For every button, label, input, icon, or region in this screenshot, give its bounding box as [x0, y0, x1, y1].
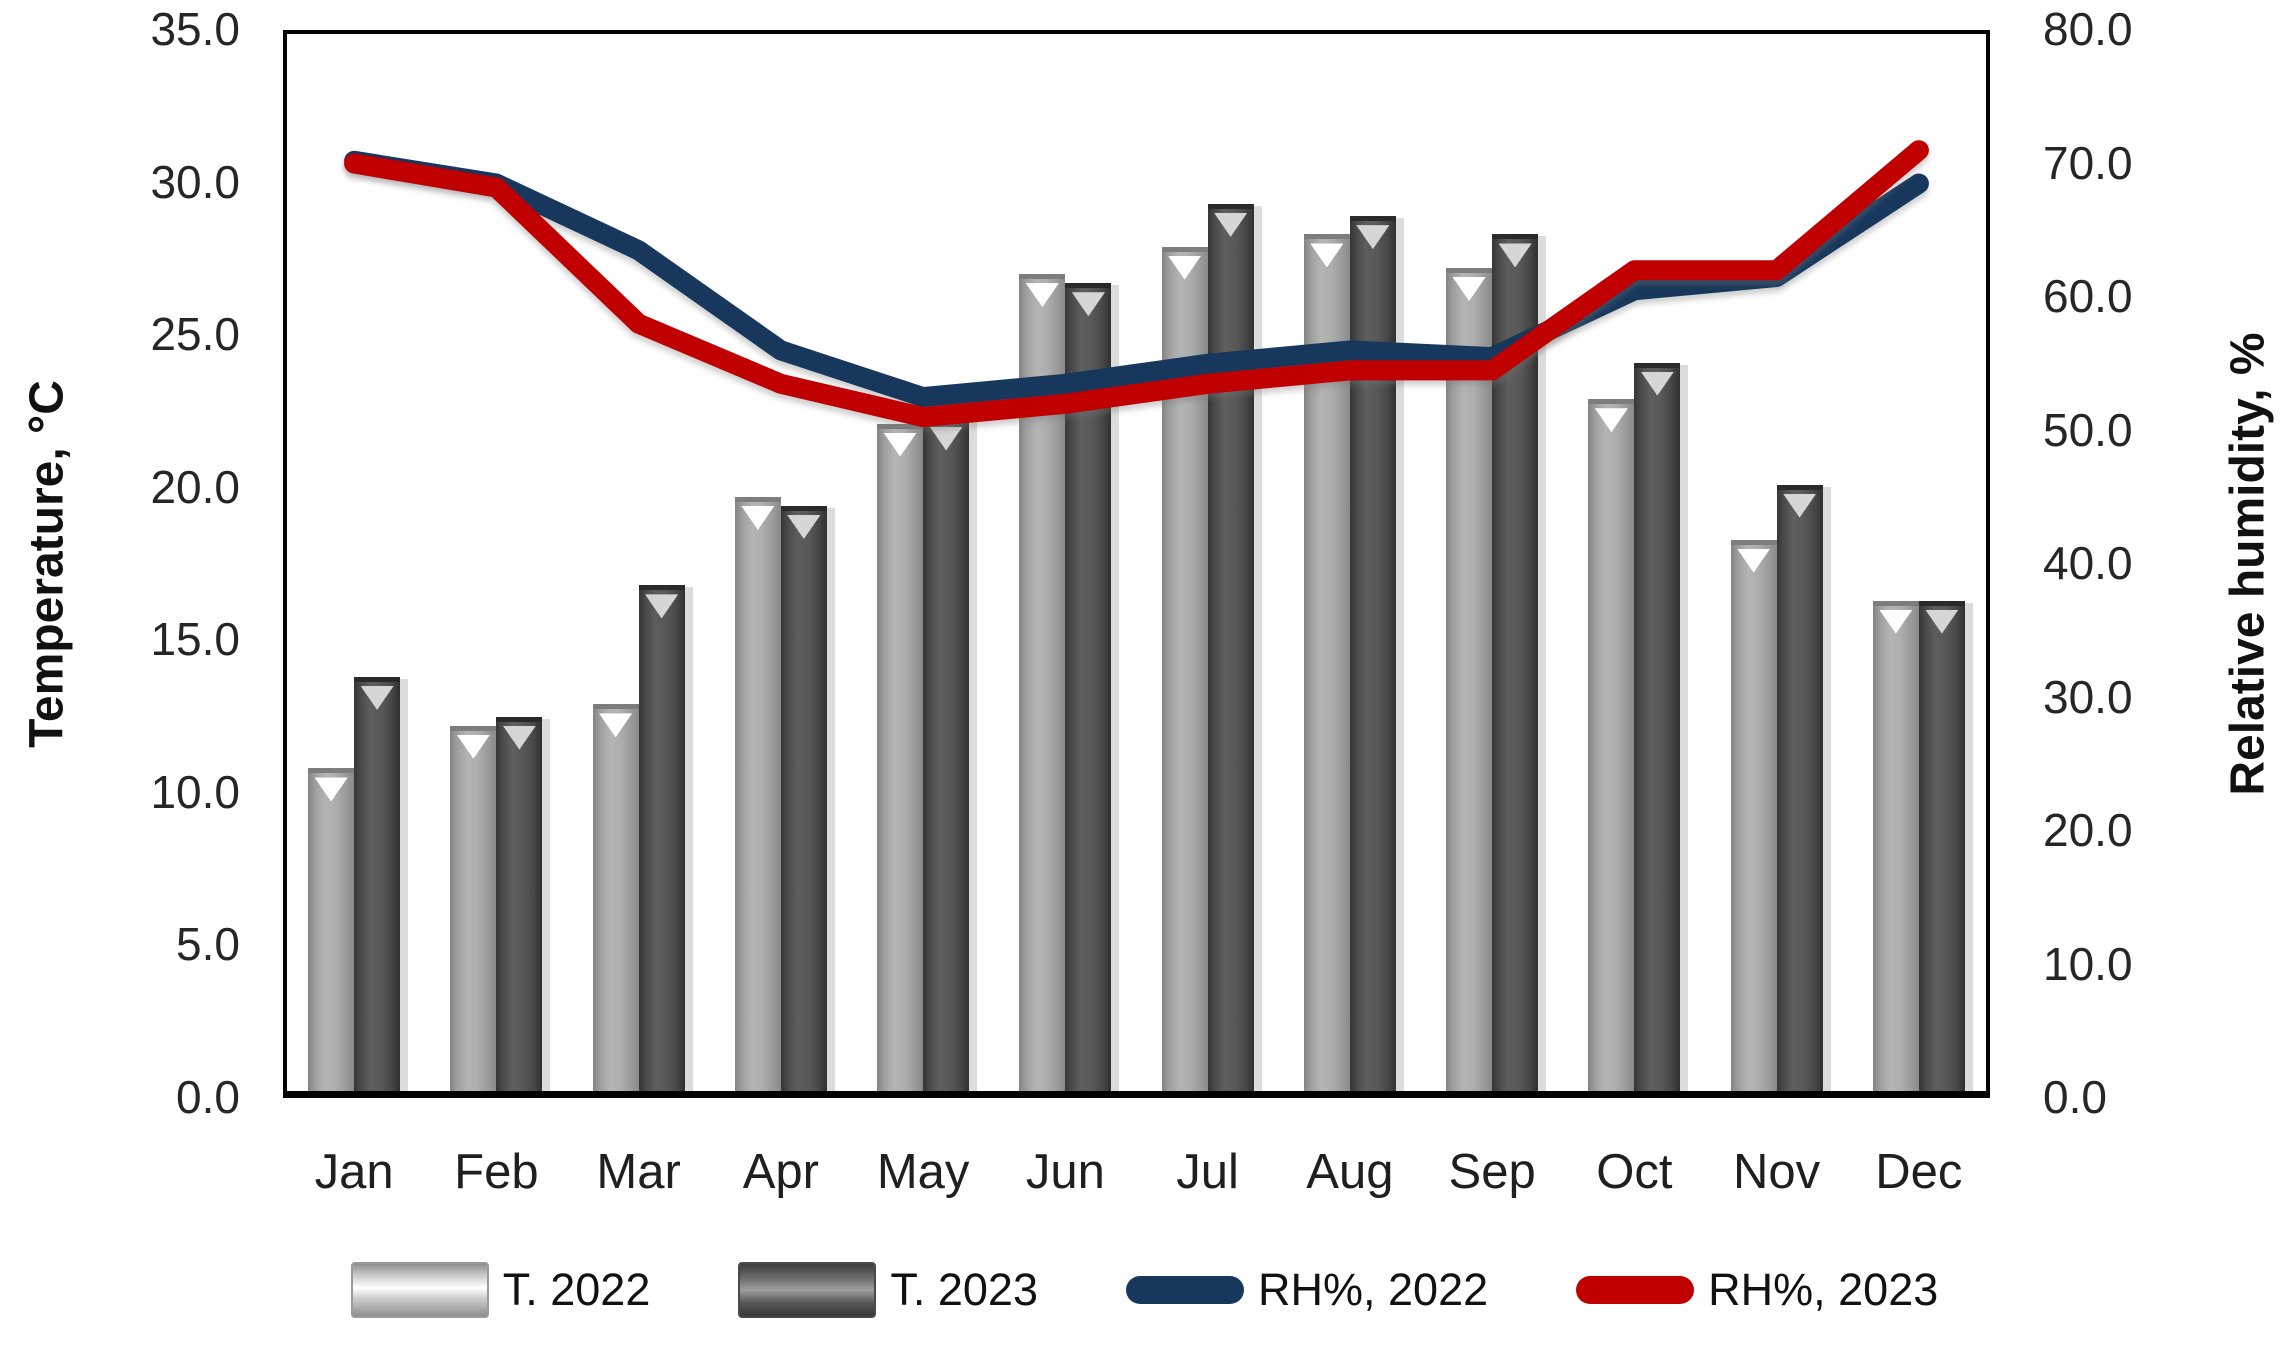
temp-bar-2023	[1065, 283, 1112, 1098]
left-axis-tick: 15.0	[150, 613, 240, 666]
legend: T. 2022 T. 2023 RH%, 2022 RH%, 2023	[0, 1262, 2289, 1318]
month-label: Jul	[1176, 1145, 1239, 1199]
legend-swatch-t2022	[350, 1262, 489, 1318]
month-label: Feb	[454, 1145, 539, 1199]
left-axis-tick: 35.0	[150, 3, 240, 55]
temp-bar-2023	[354, 676, 401, 1098]
right-axis-tick: 60.0	[2043, 270, 2133, 322]
left-axis-tick: 25.0	[150, 308, 240, 361]
right-axis-tick: 80.0	[2043, 3, 2133, 55]
legend-item: T. 2022	[350, 1262, 651, 1318]
month-label: Nov	[1733, 1145, 1821, 1199]
right-axis-tick: 10.0	[2043, 937, 2133, 990]
month-label: Dec	[1875, 1145, 1963, 1199]
temp-bar-2022	[1872, 600, 1919, 1098]
month-label: Mar	[596, 1145, 681, 1199]
left-axis-tick: 5.0	[176, 918, 240, 971]
right-axis-tick: 50.0	[2043, 403, 2133, 456]
temp-bar-2022	[308, 768, 355, 1098]
temp-bar-2022	[1588, 399, 1635, 1098]
left-axis-tick: 20.0	[150, 460, 240, 513]
legend-item: RH%, 2022	[1126, 1264, 1488, 1316]
legend-label: RH%, 2023	[1708, 1264, 1939, 1315]
temp-bar-2022	[877, 423, 924, 1098]
temp-bar-2022	[1446, 268, 1493, 1098]
left-axis-tick: 10.0	[150, 765, 240, 818]
legend-item: T. 2023	[738, 1262, 1038, 1318]
legend-label: RH%, 2022	[1258, 1264, 1489, 1315]
right-axis-tick: 0.0	[2043, 1071, 2107, 1123]
temp-bar-2023	[1492, 234, 1539, 1098]
month-label: Aug	[1306, 1145, 1394, 1199]
legend-label: T. 2023	[890, 1264, 1038, 1315]
month-label: Oct	[1596, 1145, 1673, 1199]
plot-frame	[283, 30, 1990, 1098]
temp-bar-2023	[1634, 362, 1681, 1098]
right-axis-tick: 20.0	[2043, 804, 2133, 856]
right-axis-tick: 40.0	[2043, 537, 2133, 589]
rh-line-2022	[344, 150, 1929, 408]
month-label: May	[876, 1145, 970, 1199]
temp-bar-2023	[1918, 600, 1965, 1098]
legend-swatch-rh2023	[1576, 1276, 1695, 1304]
temp-bar-2022	[734, 496, 781, 1098]
left-axis-tick: 30.0	[150, 155, 240, 208]
legend-swatch-rh2022	[1126, 1276, 1244, 1304]
temp-bar-2023	[496, 716, 543, 1098]
left-axis-tick: 0.0	[176, 1071, 240, 1123]
temp-bar-2023	[1776, 484, 1823, 1098]
month-label: Jun	[1025, 1145, 1105, 1199]
month-label: Jan	[314, 1145, 394, 1199]
legend-swatch-t2023	[738, 1262, 877, 1318]
temp-bar-2023	[780, 506, 827, 1098]
month-label: Sep	[1448, 1145, 1536, 1199]
temp-bar-2023	[638, 585, 685, 1098]
temp-bar-2022	[450, 725, 497, 1098]
legend-label: T. 2022	[502, 1264, 651, 1315]
rh-line-2023	[344, 140, 1929, 428]
legend-item: RH%, 2023	[1576, 1264, 1938, 1316]
temp-bar-2022	[1730, 539, 1777, 1098]
right-axis-tick: 30.0	[2043, 670, 2133, 723]
temp-bar-2022	[592, 704, 639, 1098]
right-axis-tick: 70.0	[2043, 136, 2133, 189]
month-label: Apr	[742, 1145, 819, 1199]
